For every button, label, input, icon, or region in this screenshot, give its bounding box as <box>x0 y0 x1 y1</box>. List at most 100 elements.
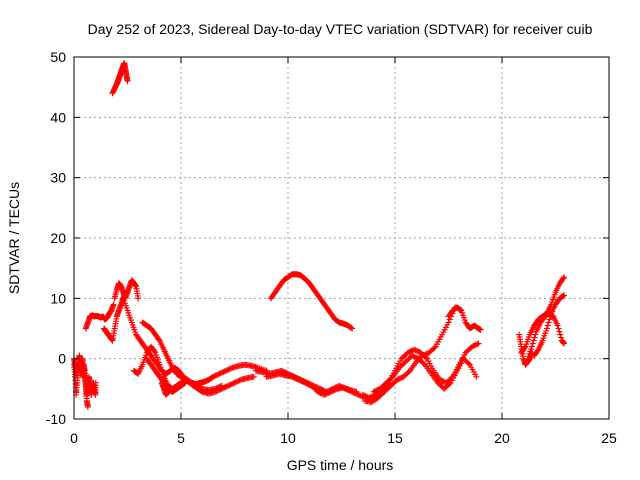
data-point-fill <box>531 334 538 341</box>
data-point-fill <box>529 340 536 347</box>
data-point-fill <box>423 350 430 357</box>
data-point <box>124 78 131 85</box>
data-point <box>359 391 366 398</box>
data-point-fill <box>304 381 311 388</box>
data-point-fill <box>155 336 162 343</box>
data-point <box>110 301 117 308</box>
data-point <box>561 340 568 347</box>
data-point-fill <box>457 306 464 313</box>
data-point-fill <box>224 367 231 374</box>
data-point-fill <box>332 386 339 393</box>
series-arc-16 <box>362 304 458 406</box>
data-point-fill <box>446 381 453 388</box>
data-point-fill <box>422 351 429 358</box>
data-point-fill <box>374 387 381 394</box>
data-point-fill <box>532 331 539 338</box>
data-point-fill <box>395 376 402 383</box>
data-point-fill <box>293 375 300 382</box>
data-point <box>353 388 360 395</box>
data-point-fill <box>442 379 449 386</box>
series-arc-2 <box>71 352 91 410</box>
data-point-fill <box>560 275 567 282</box>
data-point <box>210 373 217 380</box>
y-tick-label: 0 <box>58 351 66 367</box>
series-arc-17 <box>370 352 480 395</box>
data-point-fill <box>226 382 233 389</box>
x-axis-label: GPS time / hours <box>287 457 394 473</box>
data-point <box>295 376 302 383</box>
data-point-fill <box>226 365 233 372</box>
series-arc-11 <box>158 379 174 398</box>
data-point <box>212 385 219 392</box>
data-point-fill <box>396 375 403 382</box>
data-point-fill <box>211 373 218 380</box>
data-point-fill <box>534 347 541 354</box>
data-point <box>218 382 225 389</box>
data-point-fill <box>431 344 438 351</box>
data-point-fill <box>470 342 477 349</box>
data-point <box>302 379 309 386</box>
data-point <box>436 376 443 383</box>
data-point-fill <box>361 392 368 399</box>
data-point <box>411 346 418 353</box>
series-arc-13 <box>263 370 360 398</box>
data-point-fill <box>234 378 241 385</box>
data-point-fill <box>212 372 219 379</box>
data-point <box>222 367 229 374</box>
data-point-fill <box>406 349 413 356</box>
x-tick-label: 0 <box>70 430 78 446</box>
data-point-fill <box>294 376 301 383</box>
data-point <box>409 352 416 359</box>
data-point <box>327 388 334 395</box>
data-point-fill <box>221 368 228 375</box>
data-point-fill <box>213 371 220 378</box>
data-point-fill <box>555 325 562 332</box>
data-point-fill <box>299 378 306 385</box>
data-point-fill <box>290 374 297 381</box>
data-point-fill <box>216 384 223 391</box>
data-point-fill <box>325 390 332 397</box>
data-point <box>394 376 401 383</box>
data-point-fill <box>412 347 419 354</box>
data-point-fill <box>413 347 420 354</box>
data-point <box>528 343 535 350</box>
data-point-fill <box>474 341 481 348</box>
data-point-fill <box>223 383 230 390</box>
data-point-fill <box>420 360 427 367</box>
data-point-fill <box>438 377 445 384</box>
series-arc-18 <box>445 304 484 333</box>
data-point-fill <box>545 319 552 326</box>
series-arc-22 <box>531 292 568 359</box>
data-point <box>404 349 411 356</box>
data-point-fill <box>560 292 567 299</box>
data-point-fill <box>521 344 528 351</box>
data-point <box>543 325 550 332</box>
series-arc-5 <box>111 277 142 302</box>
data-point-fill <box>300 379 307 386</box>
data-point <box>84 403 91 410</box>
data-point-fill <box>323 390 330 397</box>
data-point-fill <box>472 341 479 348</box>
data-point-fill <box>316 389 323 396</box>
data-point-fill <box>547 313 554 320</box>
data-point-fill <box>225 366 232 373</box>
data-point-fill <box>329 388 336 395</box>
data-point-fill <box>330 387 337 394</box>
series-arc-21 <box>524 310 568 362</box>
data-point-fill <box>322 391 329 398</box>
data-point <box>561 292 568 299</box>
data-point-fill <box>371 388 378 395</box>
data-point-fill <box>215 371 222 378</box>
data-point <box>370 388 377 395</box>
series-arc-3 <box>82 301 117 332</box>
data-point-fill <box>227 381 234 388</box>
data-point <box>469 343 476 350</box>
data-point <box>349 325 356 332</box>
data-point-fill <box>405 368 412 375</box>
data-point-fill <box>214 384 221 391</box>
data-point-fill <box>219 369 226 376</box>
data-point <box>250 373 257 380</box>
data-points-layer <box>71 60 568 410</box>
data-point-fill <box>368 393 375 400</box>
